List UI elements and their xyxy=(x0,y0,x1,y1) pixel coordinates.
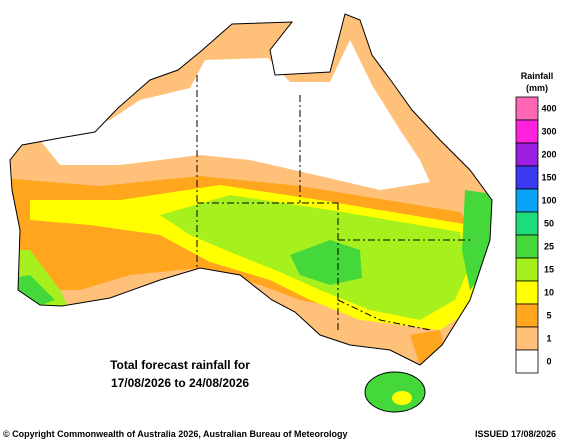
map-annotation: Total forecast rainfall for xyxy=(110,358,250,372)
legend-swatch xyxy=(515,234,539,259)
issued-date: ISSUED 17/08/2026 xyxy=(475,429,556,439)
legend-swatch xyxy=(515,280,539,305)
legend-label: 100 xyxy=(541,196,556,206)
legend-swatch xyxy=(515,303,539,328)
legend-swatch xyxy=(515,165,539,190)
legend-swatch xyxy=(515,326,539,351)
legend-label: 5 xyxy=(546,311,551,321)
legend-label: 1 xyxy=(546,334,551,344)
legend-label: 50 xyxy=(544,219,554,229)
legend-label: 150 xyxy=(541,173,556,183)
legend-swatch xyxy=(515,119,539,144)
legend-label: 10 xyxy=(544,288,554,298)
copyright: © Copyright Commonwealth of Australia 20… xyxy=(3,429,348,439)
australia-map xyxy=(9,13,493,413)
legend-label: 200 xyxy=(541,150,556,160)
legend-label: 300 xyxy=(541,127,556,137)
legend-label: 0 xyxy=(546,357,551,367)
map-annotation: 17/08/2026 to 24/08/2026 xyxy=(111,376,249,390)
legend-unit: (mm) xyxy=(526,83,548,93)
legend-swatch xyxy=(515,142,539,167)
legend-label: 400 xyxy=(541,104,556,114)
legend-swatch xyxy=(515,257,539,282)
legend-swatch xyxy=(515,349,539,374)
legend-swatch xyxy=(515,96,539,121)
legend-swatch xyxy=(515,211,539,236)
legend-label: 25 xyxy=(544,242,554,252)
legend-swatch xyxy=(515,188,539,213)
legend-title: Rainfall xyxy=(521,71,554,81)
legend-label: 15 xyxy=(544,265,554,275)
